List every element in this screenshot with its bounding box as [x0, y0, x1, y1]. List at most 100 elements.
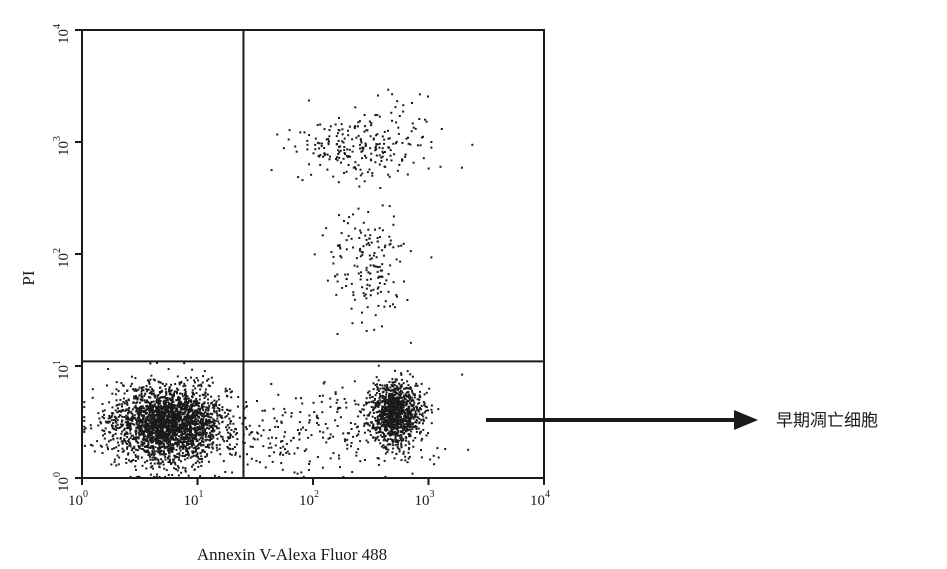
scatter-point: [409, 411, 412, 414]
scatter-point: [339, 145, 342, 148]
scatter-point: [180, 401, 183, 404]
scatter-point: [184, 470, 187, 473]
scatter-point: [376, 401, 379, 404]
scatter-point: [160, 430, 163, 433]
scatter-point: [204, 438, 207, 441]
scatter-point: [201, 437, 204, 440]
scatter-point: [126, 403, 129, 406]
scatter-point: [147, 444, 150, 447]
scatter-point: [192, 447, 195, 450]
scatter-point: [386, 401, 389, 404]
scatter-point: [142, 439, 145, 442]
scatter-point: [137, 424, 140, 427]
scatter-point: [227, 436, 230, 439]
scatter-point: [194, 387, 197, 390]
scatter-point: [319, 154, 322, 156]
scatter-point: [165, 439, 168, 442]
x-axis-ticks: 100 101 102 103 104: [68, 478, 550, 509]
scatter-point: [365, 243, 368, 246]
scatter-point: [169, 431, 172, 434]
scatter-point: [404, 459, 407, 462]
scatter-point: [407, 451, 410, 454]
scatter-point: [402, 439, 405, 442]
scatter-point: [414, 425, 417, 427]
scatter-point: [366, 414, 369, 417]
scatter-point: [383, 396, 386, 398]
scatter-point: [175, 404, 178, 407]
scatter-point: [121, 405, 123, 408]
scatter-point: [189, 442, 192, 445]
scatter-point: [401, 141, 404, 144]
scatter-point: [387, 290, 390, 293]
scatter-point: [151, 388, 154, 390]
scatter-point: [195, 430, 198, 433]
scatter-point: [120, 409, 123, 412]
scatter-point: [400, 407, 403, 410]
scatter-point: [317, 424, 320, 426]
scatter-point: [383, 142, 385, 145]
scatter-point: [203, 431, 206, 434]
scatter-point: [181, 406, 184, 409]
scatter-point: [380, 156, 383, 159]
scatter-point: [84, 427, 87, 430]
scatter-point: [173, 454, 176, 457]
scatter-point: [193, 468, 196, 471]
scatter-point: [207, 445, 209, 448]
scatter-point: [412, 409, 415, 412]
scatter-point: [175, 426, 178, 429]
scatter-point: [352, 213, 354, 216]
scatter-point: [170, 422, 173, 424]
scatter-point: [367, 271, 370, 274]
scatter-point: [163, 420, 166, 423]
scatter-point: [179, 406, 182, 409]
scatter-point: [414, 384, 417, 387]
scatter-point: [202, 449, 205, 452]
scatter-point: [339, 406, 342, 409]
scatter-point: [139, 398, 142, 401]
scatter-point: [376, 426, 379, 429]
scatter-point: [354, 166, 357, 169]
scatter-point: [173, 403, 176, 406]
scatter-point: [398, 419, 401, 422]
scatter-point: [347, 134, 350, 137]
scatter-point: [202, 443, 205, 446]
scatter-point: [201, 460, 203, 463]
scatter-point: [193, 450, 196, 453]
scatter-point: [130, 434, 133, 437]
scatter-point: [117, 389, 120, 392]
scatter-point: [200, 383, 203, 386]
scatter-point: [156, 414, 159, 417]
scatter-point: [379, 434, 382, 437]
scatter-point: [328, 129, 331, 131]
scatter-point: [160, 458, 163, 461]
scatter-point: [177, 426, 180, 429]
scatter-point: [399, 418, 402, 421]
scatter-point: [264, 466, 267, 469]
scatter-point: [375, 411, 378, 414]
scatter-point: [149, 458, 152, 461]
scatter-point: [381, 229, 384, 232]
scatter-point: [399, 400, 402, 403]
scatter-point: [125, 424, 128, 427]
scatter-point: [141, 442, 144, 445]
scatter-point: [419, 390, 421, 393]
scatter-point: [339, 466, 341, 469]
scatter-point: [424, 411, 426, 414]
scatter-point: [230, 429, 233, 431]
scatter-point: [365, 266, 368, 269]
scatter-point: [286, 450, 289, 453]
scatter-point: [171, 412, 174, 415]
scatter-point: [376, 270, 379, 273]
x-tick-label: 102: [299, 489, 319, 509]
scatter-point: [173, 413, 176, 416]
scatter-point: [406, 399, 409, 402]
scatter-point: [200, 405, 203, 408]
scatter-point: [359, 278, 362, 281]
scatter-point: [368, 413, 371, 416]
scatter-point: [174, 455, 177, 458]
scatter-point: [206, 393, 209, 396]
scatter-point: [396, 398, 399, 401]
scatter-point: [194, 401, 197, 404]
scatter-point: [207, 415, 210, 418]
scatter-point: [146, 427, 149, 430]
